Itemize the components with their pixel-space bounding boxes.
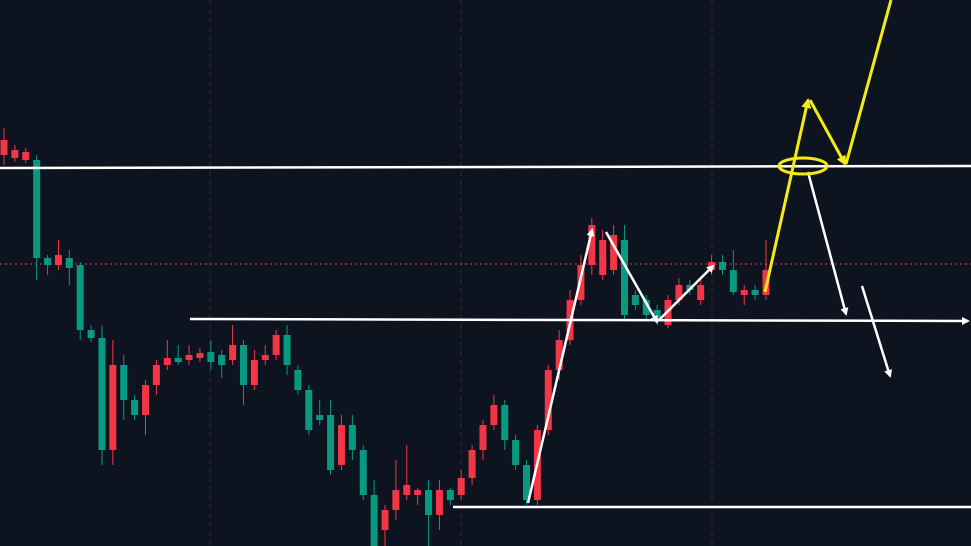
candle-body <box>697 285 705 300</box>
candle-body <box>479 425 487 450</box>
candle-body <box>65 258 73 268</box>
candle-body <box>98 338 106 450</box>
candle-body <box>316 415 324 420</box>
candle-body <box>283 335 291 365</box>
candle-body <box>174 358 182 362</box>
arrow <box>808 99 847 166</box>
candle-body <box>11 150 19 158</box>
candle-body <box>501 405 509 440</box>
candle-body <box>348 425 356 450</box>
resistance-line <box>0 164 971 170</box>
arrow <box>658 264 715 321</box>
candle-body <box>740 290 748 295</box>
candle-body <box>218 355 226 365</box>
candle-body <box>229 345 237 360</box>
candle-body <box>729 270 737 292</box>
candle-body <box>239 345 247 385</box>
candle-body <box>76 265 84 330</box>
candle-body <box>337 425 345 465</box>
candle-body <box>305 390 313 430</box>
candle-body <box>468 450 476 478</box>
candle-body <box>370 495 378 546</box>
breakout-ellipse <box>777 156 829 176</box>
candle-body <box>610 235 618 270</box>
arrow <box>763 98 812 293</box>
candle-body <box>207 352 215 362</box>
candle-body <box>751 290 759 295</box>
candle-body <box>490 405 498 425</box>
candle-body <box>555 340 563 370</box>
candle-body <box>185 355 193 360</box>
candle-body <box>392 490 400 510</box>
candle-body <box>414 490 422 495</box>
candle-body <box>403 485 411 495</box>
candle-body <box>87 330 95 338</box>
candle-body <box>381 510 389 530</box>
arrow <box>844 0 893 165</box>
candle-body <box>250 360 258 385</box>
candle-body <box>196 353 204 358</box>
candle-body <box>109 365 117 450</box>
yellow-path <box>763 0 893 293</box>
candle-body <box>588 225 596 265</box>
candle-body <box>523 465 531 500</box>
candle-body <box>0 140 8 155</box>
candle-body <box>718 262 726 270</box>
annotations <box>0 164 971 509</box>
candle-body <box>446 490 454 500</box>
candle-body <box>152 365 160 385</box>
candle-body <box>435 490 443 515</box>
candle-body <box>512 440 520 465</box>
candle-body <box>22 152 30 160</box>
candle-body <box>294 370 302 390</box>
candle-body <box>163 358 171 365</box>
candle-body <box>620 240 628 315</box>
candle-body <box>120 365 128 400</box>
candle-body <box>425 490 433 515</box>
candle-body <box>327 415 335 470</box>
candle-body <box>675 285 683 300</box>
candle-body <box>642 300 650 315</box>
arrow <box>806 171 849 316</box>
candle-body <box>359 450 367 495</box>
support-line <box>189 316 970 325</box>
candle-body <box>131 400 139 415</box>
candle-body <box>544 370 552 430</box>
candle-body <box>54 255 62 265</box>
arrow <box>604 231 659 324</box>
candle-body <box>33 160 41 258</box>
candle-body <box>261 355 269 360</box>
candle-body <box>142 385 150 415</box>
candle-body <box>272 335 280 355</box>
arrow <box>526 228 595 504</box>
candle-body <box>599 240 607 275</box>
candle-body <box>631 295 639 305</box>
arrow <box>860 285 893 378</box>
candle-body <box>457 478 465 495</box>
candle-body <box>44 258 52 265</box>
